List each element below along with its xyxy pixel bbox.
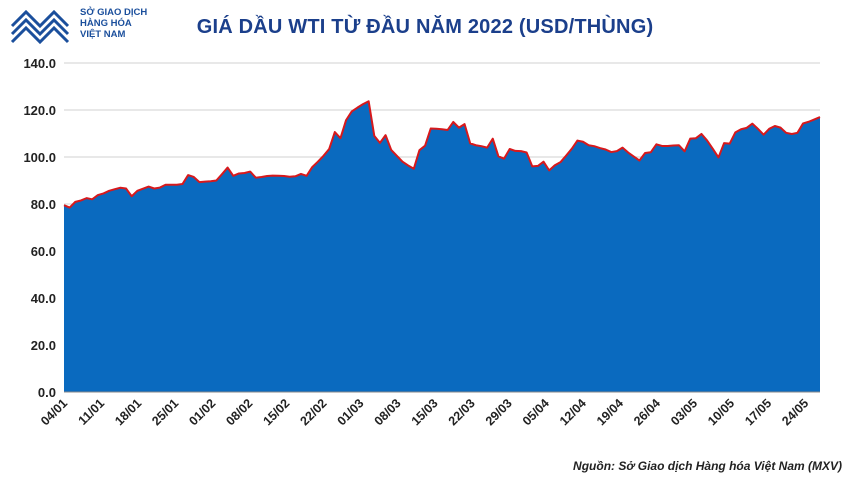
x-tick-label: 08/03 bbox=[372, 396, 404, 428]
x-tick-label: 01/03 bbox=[335, 396, 367, 428]
x-tick-label: 17/05 bbox=[742, 396, 774, 428]
x-tick-label: 26/04 bbox=[631, 396, 663, 428]
x-tick-label: 10/05 bbox=[705, 396, 737, 428]
price-line bbox=[63, 100, 821, 209]
logo bbox=[10, 9, 70, 45]
x-tick-label: 03/05 bbox=[668, 396, 700, 428]
x-tick-label: 25/01 bbox=[149, 396, 181, 428]
x-tick-label: 15/03 bbox=[409, 396, 441, 428]
x-tick-label: 19/04 bbox=[594, 396, 626, 428]
source-note: Nguồn: Sở Giao dịch Hàng hóa Việt Nam (M… bbox=[573, 459, 842, 473]
x-tick-label: 22/03 bbox=[446, 396, 478, 428]
logo-mark-icon bbox=[10, 9, 70, 45]
y-tick-label: 40.0 bbox=[31, 291, 56, 306]
chart-title: GIÁ DẦU WTI TỪ ĐẦU NĂM 2022 (USD/THÙNG) bbox=[196, 16, 654, 38]
y-tick-label: 80.0 bbox=[31, 197, 56, 212]
x-tick-label: 04/01 bbox=[38, 396, 70, 428]
y-tick-label: 100.0 bbox=[23, 150, 56, 165]
y-tick-label: 0.0 bbox=[38, 385, 56, 400]
x-tick-label: 22/02 bbox=[298, 396, 330, 428]
x-tick-label: 01/02 bbox=[186, 396, 218, 428]
y-tick-label: 20.0 bbox=[31, 338, 56, 353]
y-tick-label: 120.0 bbox=[23, 103, 56, 118]
x-tick-label: 12/04 bbox=[557, 396, 589, 428]
logo-line-3: VIỆT NAM bbox=[80, 29, 126, 40]
x-tick-label: 05/04 bbox=[520, 396, 552, 428]
x-tick-label: 15/02 bbox=[260, 396, 292, 428]
y-tick-label: 140.0 bbox=[23, 56, 56, 71]
x-tick-label: 29/03 bbox=[483, 396, 515, 428]
y-tick-label: 60.0 bbox=[31, 244, 56, 259]
x-tick-label: 24/05 bbox=[779, 396, 811, 428]
price-area bbox=[64, 101, 820, 392]
logo-text: SỞ GIAO DỊCH HÀNG HÓA VIỆT NAM bbox=[80, 7, 147, 40]
x-tick-label: 18/01 bbox=[112, 396, 144, 428]
x-tick-label: 11/01 bbox=[76, 396, 108, 428]
logo-line-2: HÀNG HÓA bbox=[80, 18, 132, 29]
logo-line-1: SỞ GIAO DỊCH bbox=[80, 7, 148, 18]
x-tick-label: 08/02 bbox=[223, 396, 255, 428]
